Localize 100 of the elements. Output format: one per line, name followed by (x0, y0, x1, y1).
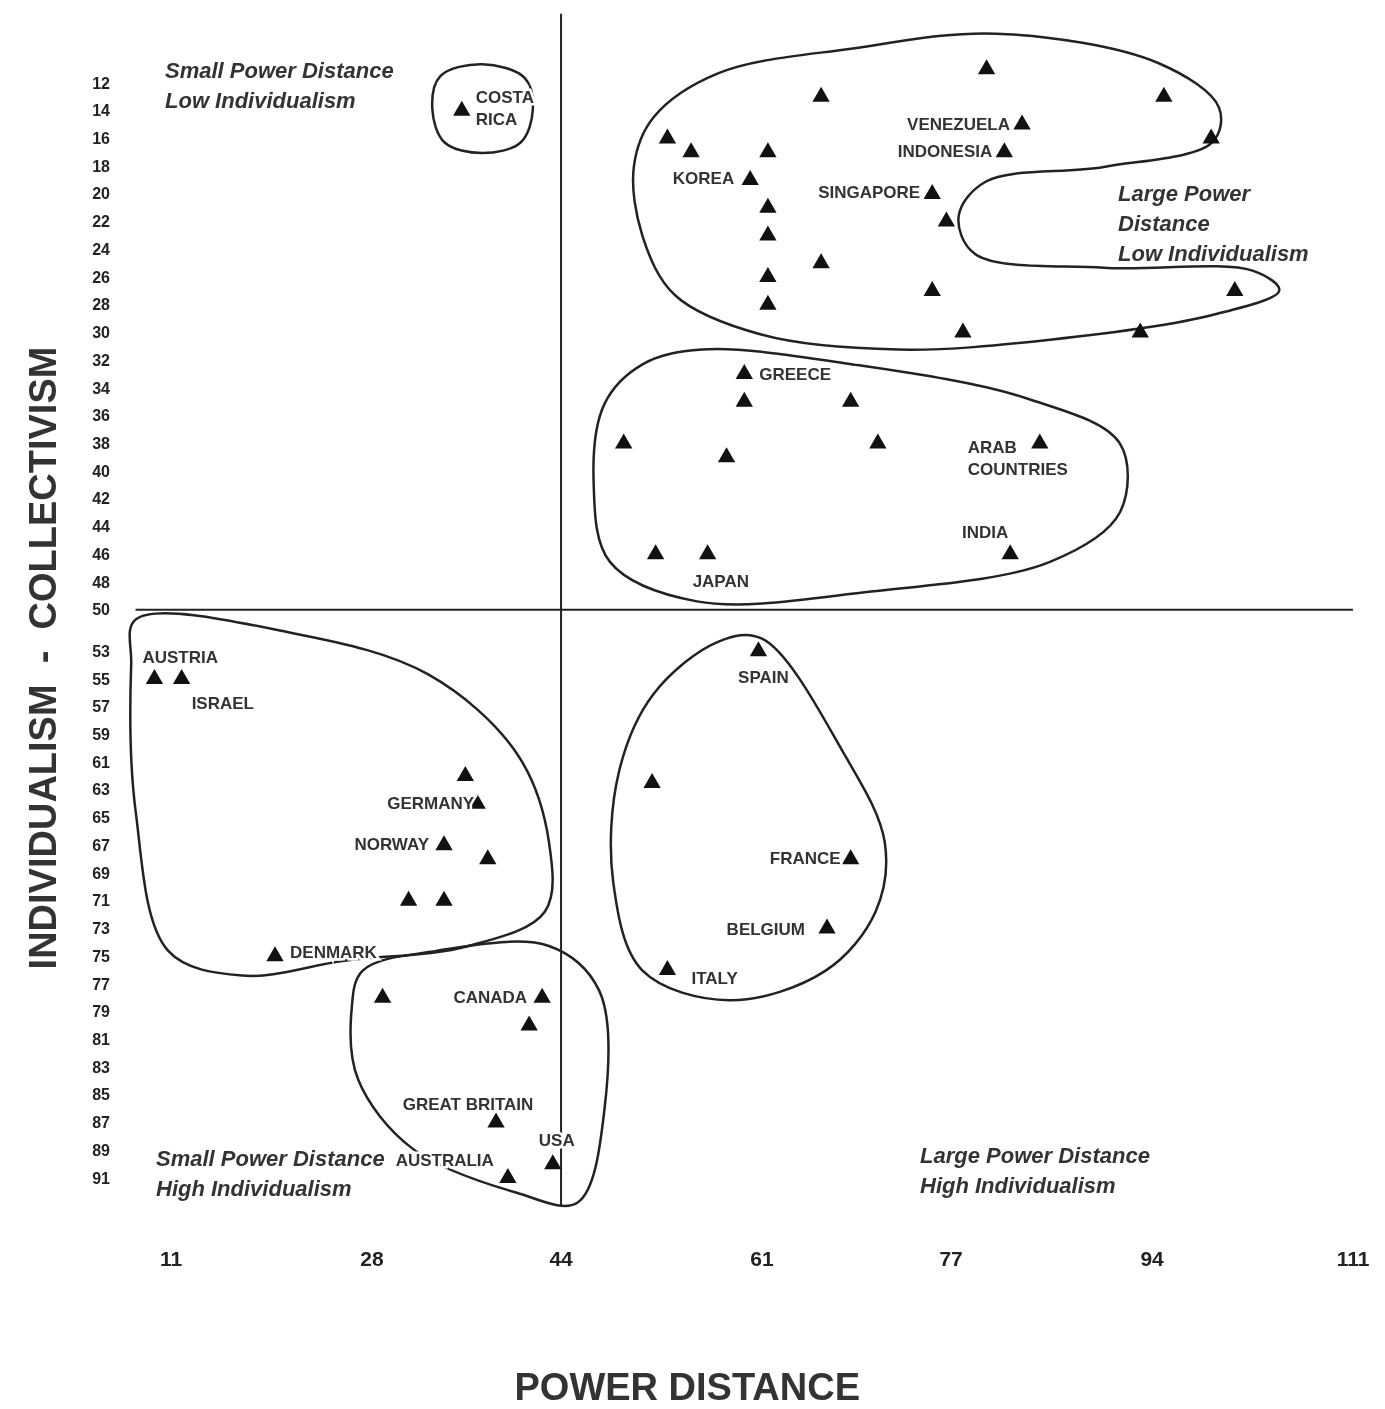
y-tick-label: 91 (92, 1169, 111, 1187)
y-tick-label: 20 (92, 185, 111, 203)
y-tick-label: 44 (92, 518, 111, 536)
point (812, 86, 830, 102)
y-tick-label: 79 (92, 1003, 111, 1021)
point (759, 142, 777, 158)
annotation: ITALY (691, 969, 739, 989)
point (735, 391, 753, 407)
y-tick-label: 36 (92, 407, 111, 425)
y-tick-label: 24 (92, 240, 111, 258)
y-tick-label: 30 (92, 324, 111, 342)
y-tick-label: 22 (92, 213, 111, 231)
annotation: GERMANY (387, 793, 475, 813)
point (544, 1154, 562, 1170)
y-tick-label: 26 (92, 268, 111, 286)
annotation: JAPAN (692, 572, 749, 592)
point (735, 364, 753, 380)
annotation: INDONESIA (897, 142, 993, 162)
point (658, 960, 677, 976)
x-axis-title: POWER DISTANCE (514, 1366, 861, 1408)
point (643, 772, 661, 788)
x-tick-label: 28 (360, 1247, 384, 1270)
point (818, 918, 836, 934)
annotation: INDIA (961, 523, 1009, 543)
annotation: GREECE (759, 365, 832, 385)
point (759, 197, 777, 213)
point (399, 890, 418, 906)
point (717, 447, 736, 463)
point (435, 890, 453, 906)
x-tick-label: 44 (549, 1247, 574, 1270)
point (1001, 544, 1019, 560)
annotation: SINGAPORE (818, 182, 921, 202)
point (954, 322, 972, 338)
point (453, 100, 471, 116)
y-tick-label: 65 (92, 809, 111, 827)
y-tick-label: 38 (92, 434, 111, 452)
y-tick-label: 14 (92, 102, 111, 120)
annotation: CANADA (453, 987, 528, 1007)
y-tick-label: 77 (92, 975, 111, 993)
point (698, 544, 717, 560)
y-tick-label: 34 (92, 379, 111, 397)
annotation: KOREA (672, 169, 735, 189)
annotation: ARAB COUNTRIES (967, 438, 1068, 480)
y-tick-label: 61 (92, 753, 111, 771)
y-tick-label: 53 (92, 642, 111, 660)
point (1131, 322, 1149, 338)
x-tick-label: 77 (939, 1247, 963, 1270)
point (869, 433, 887, 449)
point (1155, 86, 1173, 102)
point (520, 1015, 538, 1031)
point (172, 669, 191, 685)
x-tick-label: 111 (1336, 1247, 1370, 1270)
y-tick-label: 40 (92, 462, 111, 480)
y-tick-label: 67 (92, 836, 111, 854)
annotation: NORWAY (354, 835, 430, 855)
annotation: SPAIN (738, 668, 789, 688)
annotation: AUSTRIA (142, 648, 219, 668)
point (923, 280, 941, 296)
point (741, 170, 759, 186)
point (456, 766, 474, 782)
point (658, 128, 677, 144)
point (759, 294, 777, 310)
y-tick-label: 63 (92, 781, 111, 799)
y-tick-label: 55 (92, 670, 111, 688)
point (373, 987, 392, 1003)
x-tick-label: 94 (1140, 1247, 1165, 1270)
y-tick-label: 85 (92, 1086, 111, 1104)
x-tick-label: 61 (750, 1247, 774, 1270)
annotation: DENMARK (290, 943, 378, 963)
point (977, 59, 996, 75)
annotation: Large Power Distance Low Individualism (1118, 181, 1309, 266)
point (266, 946, 284, 962)
y-tick-label: 73 (92, 920, 111, 938)
point (759, 225, 777, 241)
point (1031, 433, 1049, 449)
y-tick-label: 42 (92, 490, 111, 508)
y-axis-title: INDIVIDUALISM - COLLECTIVISM (22, 346, 64, 970)
point (937, 211, 956, 227)
annotation: FRANCE (769, 849, 841, 869)
y-tick-label: 69 (92, 864, 111, 882)
annotation: GREAT BRITAIN (402, 1094, 534, 1114)
y-tick-label: 89 (92, 1141, 111, 1159)
y-tick-label: 46 (92, 545, 111, 563)
annotation: VENEZUELA (907, 114, 1011, 134)
point (533, 987, 551, 1003)
y-tick-label: 12 (92, 74, 111, 92)
point (646, 544, 665, 560)
point (615, 433, 633, 449)
point (1013, 114, 1031, 130)
y-tick-label: 81 (92, 1030, 111, 1048)
point (499, 1168, 517, 1183)
y-tick-label: 59 (92, 726, 111, 744)
y-tick-label: 28 (92, 296, 111, 314)
annotation: Large Power Distance High Individualism (920, 1143, 1150, 1198)
point (841, 849, 860, 865)
point (479, 849, 497, 865)
y-tick-label: 50 (92, 601, 111, 619)
point (487, 1112, 505, 1128)
point (759, 267, 777, 283)
point (435, 835, 453, 851)
